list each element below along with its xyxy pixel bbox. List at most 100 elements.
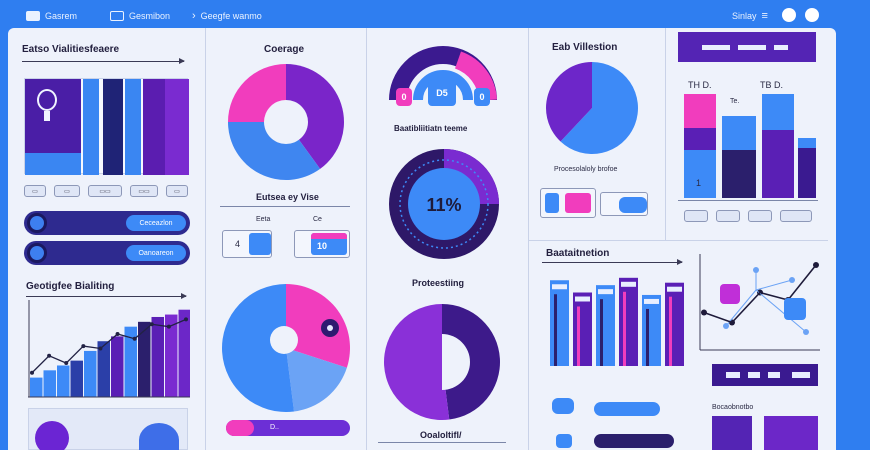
- network-edge: [725, 289, 757, 327]
- value-card-1[interactable]: 4: [222, 230, 272, 258]
- chip[interactable]: [716, 210, 740, 222]
- menu-icon: ≡: [761, 9, 768, 22]
- bar-label: [552, 284, 567, 290]
- toggle-row-2[interactable]: Oanoareon: [24, 241, 190, 265]
- bar: [97, 341, 110, 397]
- bar: [70, 360, 83, 397]
- tile[interactable]: [712, 416, 752, 450]
- bar: [43, 370, 56, 397]
- network-node: [789, 277, 795, 283]
- title-arrow: [22, 58, 185, 64]
- bar: [178, 309, 190, 397]
- ring-value: 11%: [426, 195, 461, 215]
- bar-accent: [577, 306, 580, 366]
- bar-header: TH D.: [688, 80, 712, 90]
- bar: [138, 321, 151, 397]
- chart-title: Geotigfee Bialiting: [26, 281, 115, 292]
- action-pill[interactable]: [594, 402, 660, 416]
- toggle-knob[interactable]: [27, 213, 47, 233]
- chip[interactable]: [780, 210, 812, 222]
- feature-graphic: [24, 78, 189, 175]
- divider: [366, 28, 367, 450]
- chip[interactable]: ▭▭: [88, 185, 122, 197]
- bar: [550, 280, 569, 366]
- topbar-item-2[interactable]: Gesmibon: [110, 9, 170, 22]
- pie-chart: [222, 284, 350, 412]
- gauge-badge[interactable]: 0: [396, 88, 412, 106]
- toggle-row-1[interactable]: Ceceazlon: [24, 211, 190, 235]
- toggle-button[interactable]: Oanoareon: [126, 245, 186, 261]
- camera-icon[interactable]: [552, 398, 574, 414]
- window-button-2[interactable]: [805, 8, 819, 22]
- pie-slice: [286, 284, 350, 368]
- section-subtitle: Eutsea ey Vise: [256, 192, 319, 202]
- bar-accent: [669, 296, 672, 366]
- chip[interactable]: ▭: [166, 185, 188, 197]
- bar: [642, 294, 661, 366]
- network-line-chart: [699, 254, 820, 351]
- section-title: Baatibliitiatn teeme: [394, 124, 468, 133]
- control-card[interactable]: [540, 188, 596, 218]
- card-label: Ce: [313, 216, 322, 223]
- chip[interactable]: [748, 210, 772, 222]
- folder-icon: [110, 10, 124, 21]
- panel-title: Coerage: [264, 44, 305, 55]
- window-icon: [26, 10, 40, 21]
- topbar-right-label[interactable]: Sinlay ≡: [732, 9, 768, 22]
- toggle-button[interactable]: Ceceazlon: [126, 215, 186, 231]
- donut-slice: [228, 122, 321, 180]
- top-bar: Gasrem Gesmibon › Geegfe wanmo Sinlay ≡: [0, 0, 870, 30]
- bar-accent: [646, 308, 649, 366]
- chip[interactable]: ▭▭: [130, 185, 158, 197]
- topbar-item-3[interactable]: › Geegfe wanmo: [192, 9, 262, 22]
- info-icon[interactable]: [556, 434, 572, 448]
- bar: [573, 292, 592, 366]
- bar: [722, 116, 756, 198]
- chip[interactable]: ▭: [54, 185, 80, 197]
- bar: [665, 282, 684, 366]
- bar-header: TB D.: [760, 80, 784, 90]
- network-node: [803, 329, 809, 335]
- title-arrow: [542, 259, 683, 265]
- line-point: [115, 331, 120, 336]
- growth-chart: [28, 300, 190, 398]
- section-label: Ooaloltifl/: [420, 430, 462, 440]
- dark-pie: [384, 304, 500, 420]
- caption: Procesolaloly brofoe: [554, 166, 618, 173]
- bar: [762, 94, 794, 198]
- window-button-1[interactable]: [782, 8, 796, 22]
- action-pill[interactable]: [594, 434, 674, 448]
- panel-title: Eatso Vialitiesfeaere: [22, 44, 120, 55]
- bar: [124, 326, 137, 397]
- gauge-badge[interactable]: 0: [474, 88, 490, 106]
- progress-pill[interactable]: D..: [226, 420, 350, 436]
- network-node: [723, 323, 729, 329]
- donut-slice: [286, 64, 344, 169]
- pie-slice: [560, 62, 638, 154]
- tile[interactable]: [764, 416, 818, 450]
- bar: [165, 314, 178, 397]
- footer-strip: [712, 364, 818, 386]
- chip[interactable]: ▭: [24, 185, 46, 197]
- bar: [84, 350, 97, 397]
- gauge-badge[interactable]: D5: [428, 80, 456, 106]
- bar-accent: [554, 294, 557, 366]
- chip[interactable]: [684, 210, 708, 222]
- card-label: Eeta: [256, 216, 271, 223]
- link-card[interactable]: [600, 192, 648, 216]
- bar-label: Te.: [730, 98, 740, 105]
- line-point: [98, 346, 103, 351]
- blue-pie: [546, 62, 638, 154]
- bar-label: [644, 298, 659, 304]
- toggle-knob[interactable]: [27, 243, 47, 263]
- bottom-card: [28, 408, 188, 450]
- title-arrow: [26, 293, 187, 299]
- value-card-2[interactable]: 10: [294, 230, 350, 258]
- chevron-right-icon: ›: [192, 9, 196, 22]
- divider: [665, 28, 666, 240]
- topbar-item-1[interactable]: Gasrem: [26, 9, 77, 22]
- dashboard-sheet: Eatso Vialitiesfeaere ▭ ▭ ▭▭ ▭▭ ▭ Ceceaz…: [8, 28, 836, 450]
- section-title: Baataitnetion: [546, 248, 610, 259]
- section-title: Proteestiing: [412, 278, 465, 288]
- divider: [528, 28, 529, 450]
